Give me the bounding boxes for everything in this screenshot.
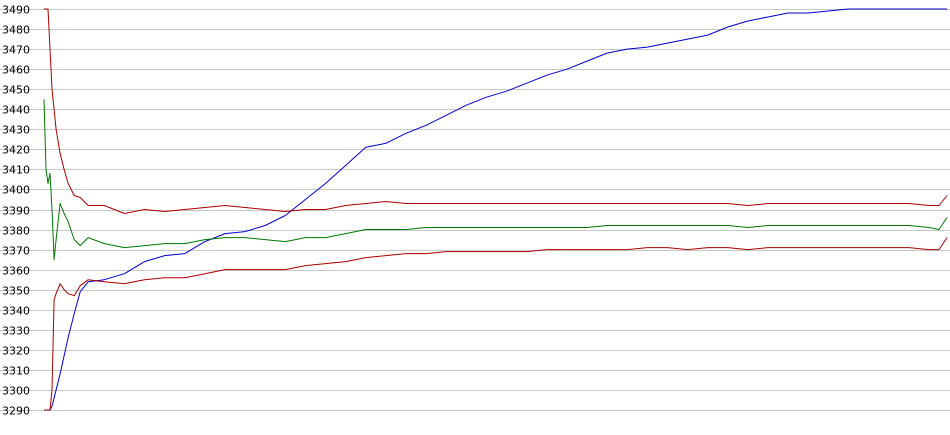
y-tick-label: 3340 bbox=[2, 305, 30, 318]
series-line-3 bbox=[43, 99, 948, 261]
y-tick-label: 3430 bbox=[2, 124, 30, 137]
y-tick-label: 3290 bbox=[2, 405, 30, 418]
y-tick-label: 3320 bbox=[2, 345, 30, 358]
y-tick-label: 3420 bbox=[2, 144, 30, 157]
y-tick-label: 3310 bbox=[2, 365, 30, 378]
series-line-1 bbox=[44, 8, 947, 411]
y-tick-label: 3460 bbox=[2, 64, 30, 77]
y-tick-label: 3400 bbox=[2, 184, 30, 197]
series-lines bbox=[43, 8, 948, 411]
y-tick-label: 3410 bbox=[2, 164, 30, 177]
y-tick-label: 3450 bbox=[2, 84, 30, 97]
series-line-2 bbox=[44, 8, 948, 214]
y-axis-tick-labels: 3290 3300 3310 3320 3330 3340 3350 3360 3370 3380… bbox=[2, 4, 30, 418]
y-tick-label: 3490 bbox=[2, 4, 30, 17]
y-tick-label: 3370 bbox=[2, 245, 30, 258]
y-tick-label: 3360 bbox=[2, 265, 30, 278]
y-tick-label: 3390 bbox=[2, 205, 30, 218]
y-tick-label: 3440 bbox=[2, 104, 30, 117]
y-tick-label: 3480 bbox=[2, 24, 30, 37]
y-tick-label: 3300 bbox=[2, 385, 30, 398]
y-tick-label: 3350 bbox=[2, 285, 30, 298]
y-tick-label: 3380 bbox=[2, 225, 30, 238]
y-tick-label: 3330 bbox=[2, 325, 30, 338]
series-line-4 bbox=[44, 237, 948, 411]
y-tick-label: 3470 bbox=[2, 44, 30, 57]
